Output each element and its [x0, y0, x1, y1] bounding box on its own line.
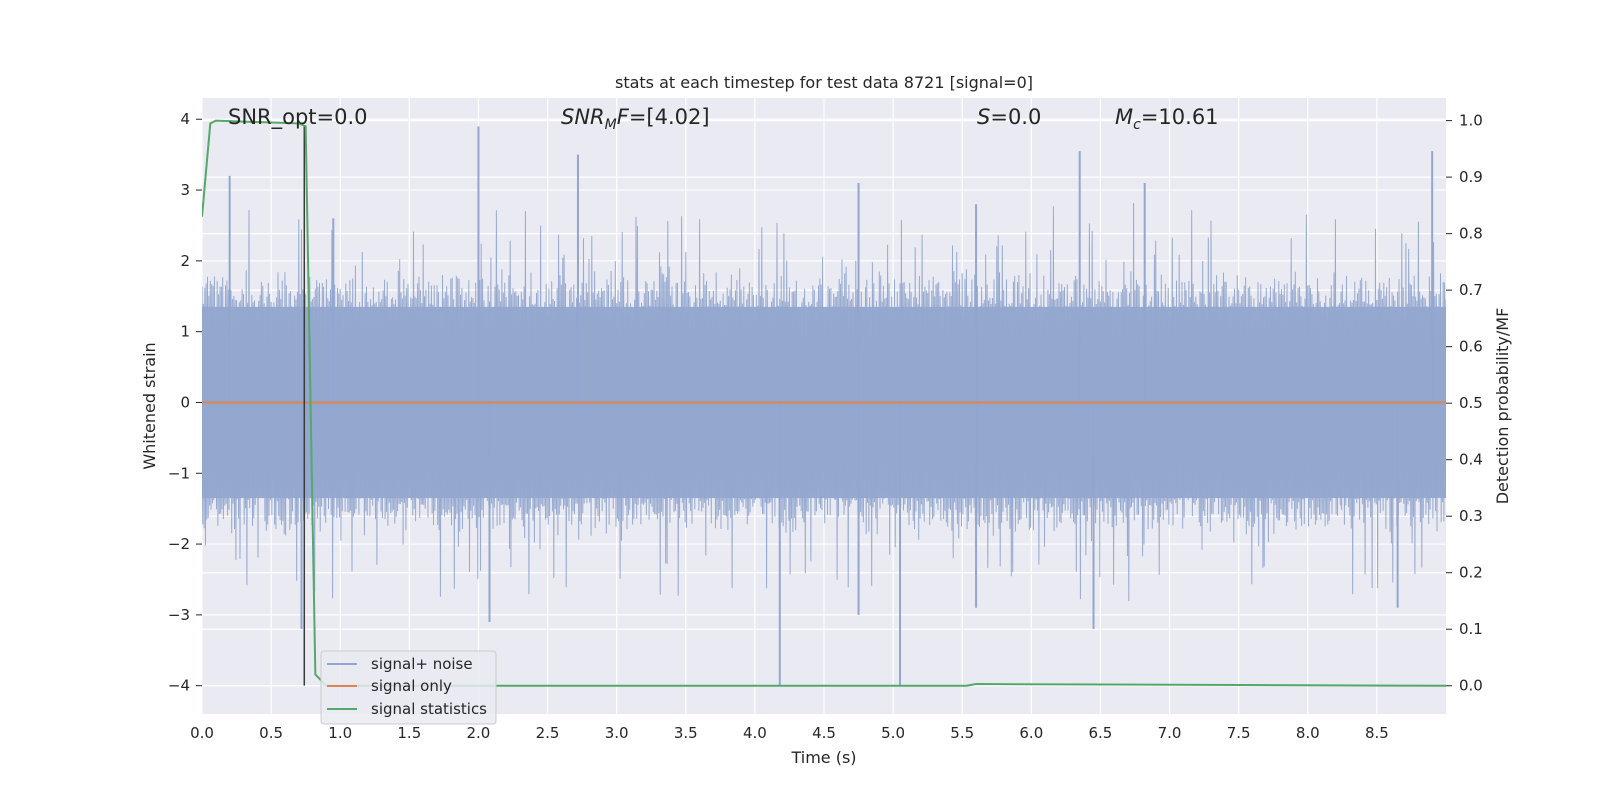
right-tick-label: 0.7: [1459, 281, 1483, 299]
x-tick-label: 2.0: [467, 724, 491, 742]
annotation-mc-symbol: M: [1115, 105, 1133, 129]
x-tick-label: 4.0: [743, 724, 767, 742]
x-tick-label: 5.0: [881, 724, 905, 742]
x-tick-label: 1.0: [328, 724, 352, 742]
annotation-snr-mf-symbol: SNR: [561, 105, 605, 129]
right-tick-label: 0.1: [1459, 620, 1483, 638]
right-tick-label: 0.3: [1459, 507, 1483, 525]
annotation-s-symbol: S: [977, 105, 990, 129]
x-tick-label: 0.0: [190, 724, 214, 742]
x-tick-label: 6.5: [1089, 724, 1113, 742]
x-tick-label: 7.5: [1227, 724, 1251, 742]
annotation-snr-mf-subscript: M: [605, 117, 617, 133]
y-tick-label: −4: [168, 677, 190, 695]
y-tick-label: 4: [180, 110, 190, 128]
x-tick-label: 6.0: [1019, 724, 1043, 742]
y-tick-label: −2: [168, 535, 190, 553]
x-tick-label: 2.5: [536, 724, 560, 742]
right-tick-label: 0.2: [1459, 564, 1483, 582]
annotation-snr-opt-text: SNR_opt=0.0: [228, 105, 368, 130]
annotation-snr-mf-symbol2: F: [617, 105, 630, 129]
annotation-mc: Mc=10.61: [1115, 105, 1219, 133]
annotation-mc-text: Mc=10.61: [1115, 105, 1219, 133]
x-tick-label: 4.5: [812, 724, 836, 742]
annotation-snr-opt: SNR_opt=0.0: [228, 105, 368, 130]
annotation-s-text: S=0.0: [977, 105, 1041, 129]
y-tick-label: 3: [180, 181, 190, 199]
right-tick-label: 0.6: [1459, 338, 1483, 356]
right-tick-label: 0.4: [1459, 451, 1483, 469]
right-y-axis: 0.0 0.1 0.2 0.3 0.4 0.5 0.6 0.7 0.8 0.9 1.0: [1446, 112, 1483, 695]
y-tick-label: 1: [180, 323, 190, 341]
x-axis-label: Time (s): [790, 748, 856, 767]
x-tick-label: 3.0: [605, 724, 629, 742]
series-layer: [202, 119, 1446, 687]
right-tick-label: 0.5: [1459, 394, 1483, 412]
annotation-mc-value: =10.61: [1141, 105, 1219, 129]
annotation-snr-mf-value: =[4.02]: [629, 105, 710, 129]
annotation-s: S=0.0: [977, 105, 1041, 129]
y-tick-label: 0: [180, 393, 190, 411]
y-tick-label: 2: [180, 252, 190, 270]
x-tick-label: 8.0: [1296, 724, 1320, 742]
annotation-snr-mf: SNRMF=[4.02]: [561, 105, 710, 133]
legend-label-signal-noise: signal+ noise: [371, 655, 473, 673]
right-y-axis-label: Detection probability/MF: [1493, 308, 1512, 505]
chart-title: stats at each timestep for test data 872…: [615, 73, 1033, 92]
right-tick-label: 0.0: [1459, 677, 1483, 695]
legend-frame: [320, 650, 497, 725]
x-tick-label: 5.5: [950, 724, 974, 742]
annotation-snr-mf-text: SNRMF=[4.02]: [561, 105, 710, 133]
x-tick-label: 7.0: [1158, 724, 1182, 742]
right-tick-label: 0.9: [1459, 168, 1483, 186]
y-axis: −4 −3 −2 −1 0 1 2 3 4: [168, 110, 202, 695]
x-tick-label: 0.5: [259, 724, 283, 742]
annotation-s-value: =0.0: [990, 105, 1041, 129]
x-tick-label: 8.5: [1365, 724, 1389, 742]
series-signal-statistics: [202, 119, 1446, 687]
y-axis-label: Whitened strain: [140, 342, 159, 469]
legend-label-signal-only: signal only: [371, 677, 452, 695]
x-tick-label: 3.5: [674, 724, 698, 742]
x-tick-label: 1.5: [397, 724, 421, 742]
legend: signal+ noise signal only signal statist…: [320, 650, 497, 725]
annotation-mc-subscript: c: [1133, 117, 1141, 133]
right-tick-label: 0.8: [1459, 225, 1483, 243]
y-tick-label: −3: [168, 606, 190, 624]
legend-label-signal-statistics: signal statistics: [371, 700, 487, 718]
y-tick-label: −1: [168, 464, 190, 482]
right-tick-label: 1.0: [1459, 112, 1483, 130]
x-axis: 0.0 0.5 1.0 1.5 2.0 2.5 3.0 3.5 4.0 4.5 5.0 5.5 6.0 6…: [190, 724, 1389, 742]
